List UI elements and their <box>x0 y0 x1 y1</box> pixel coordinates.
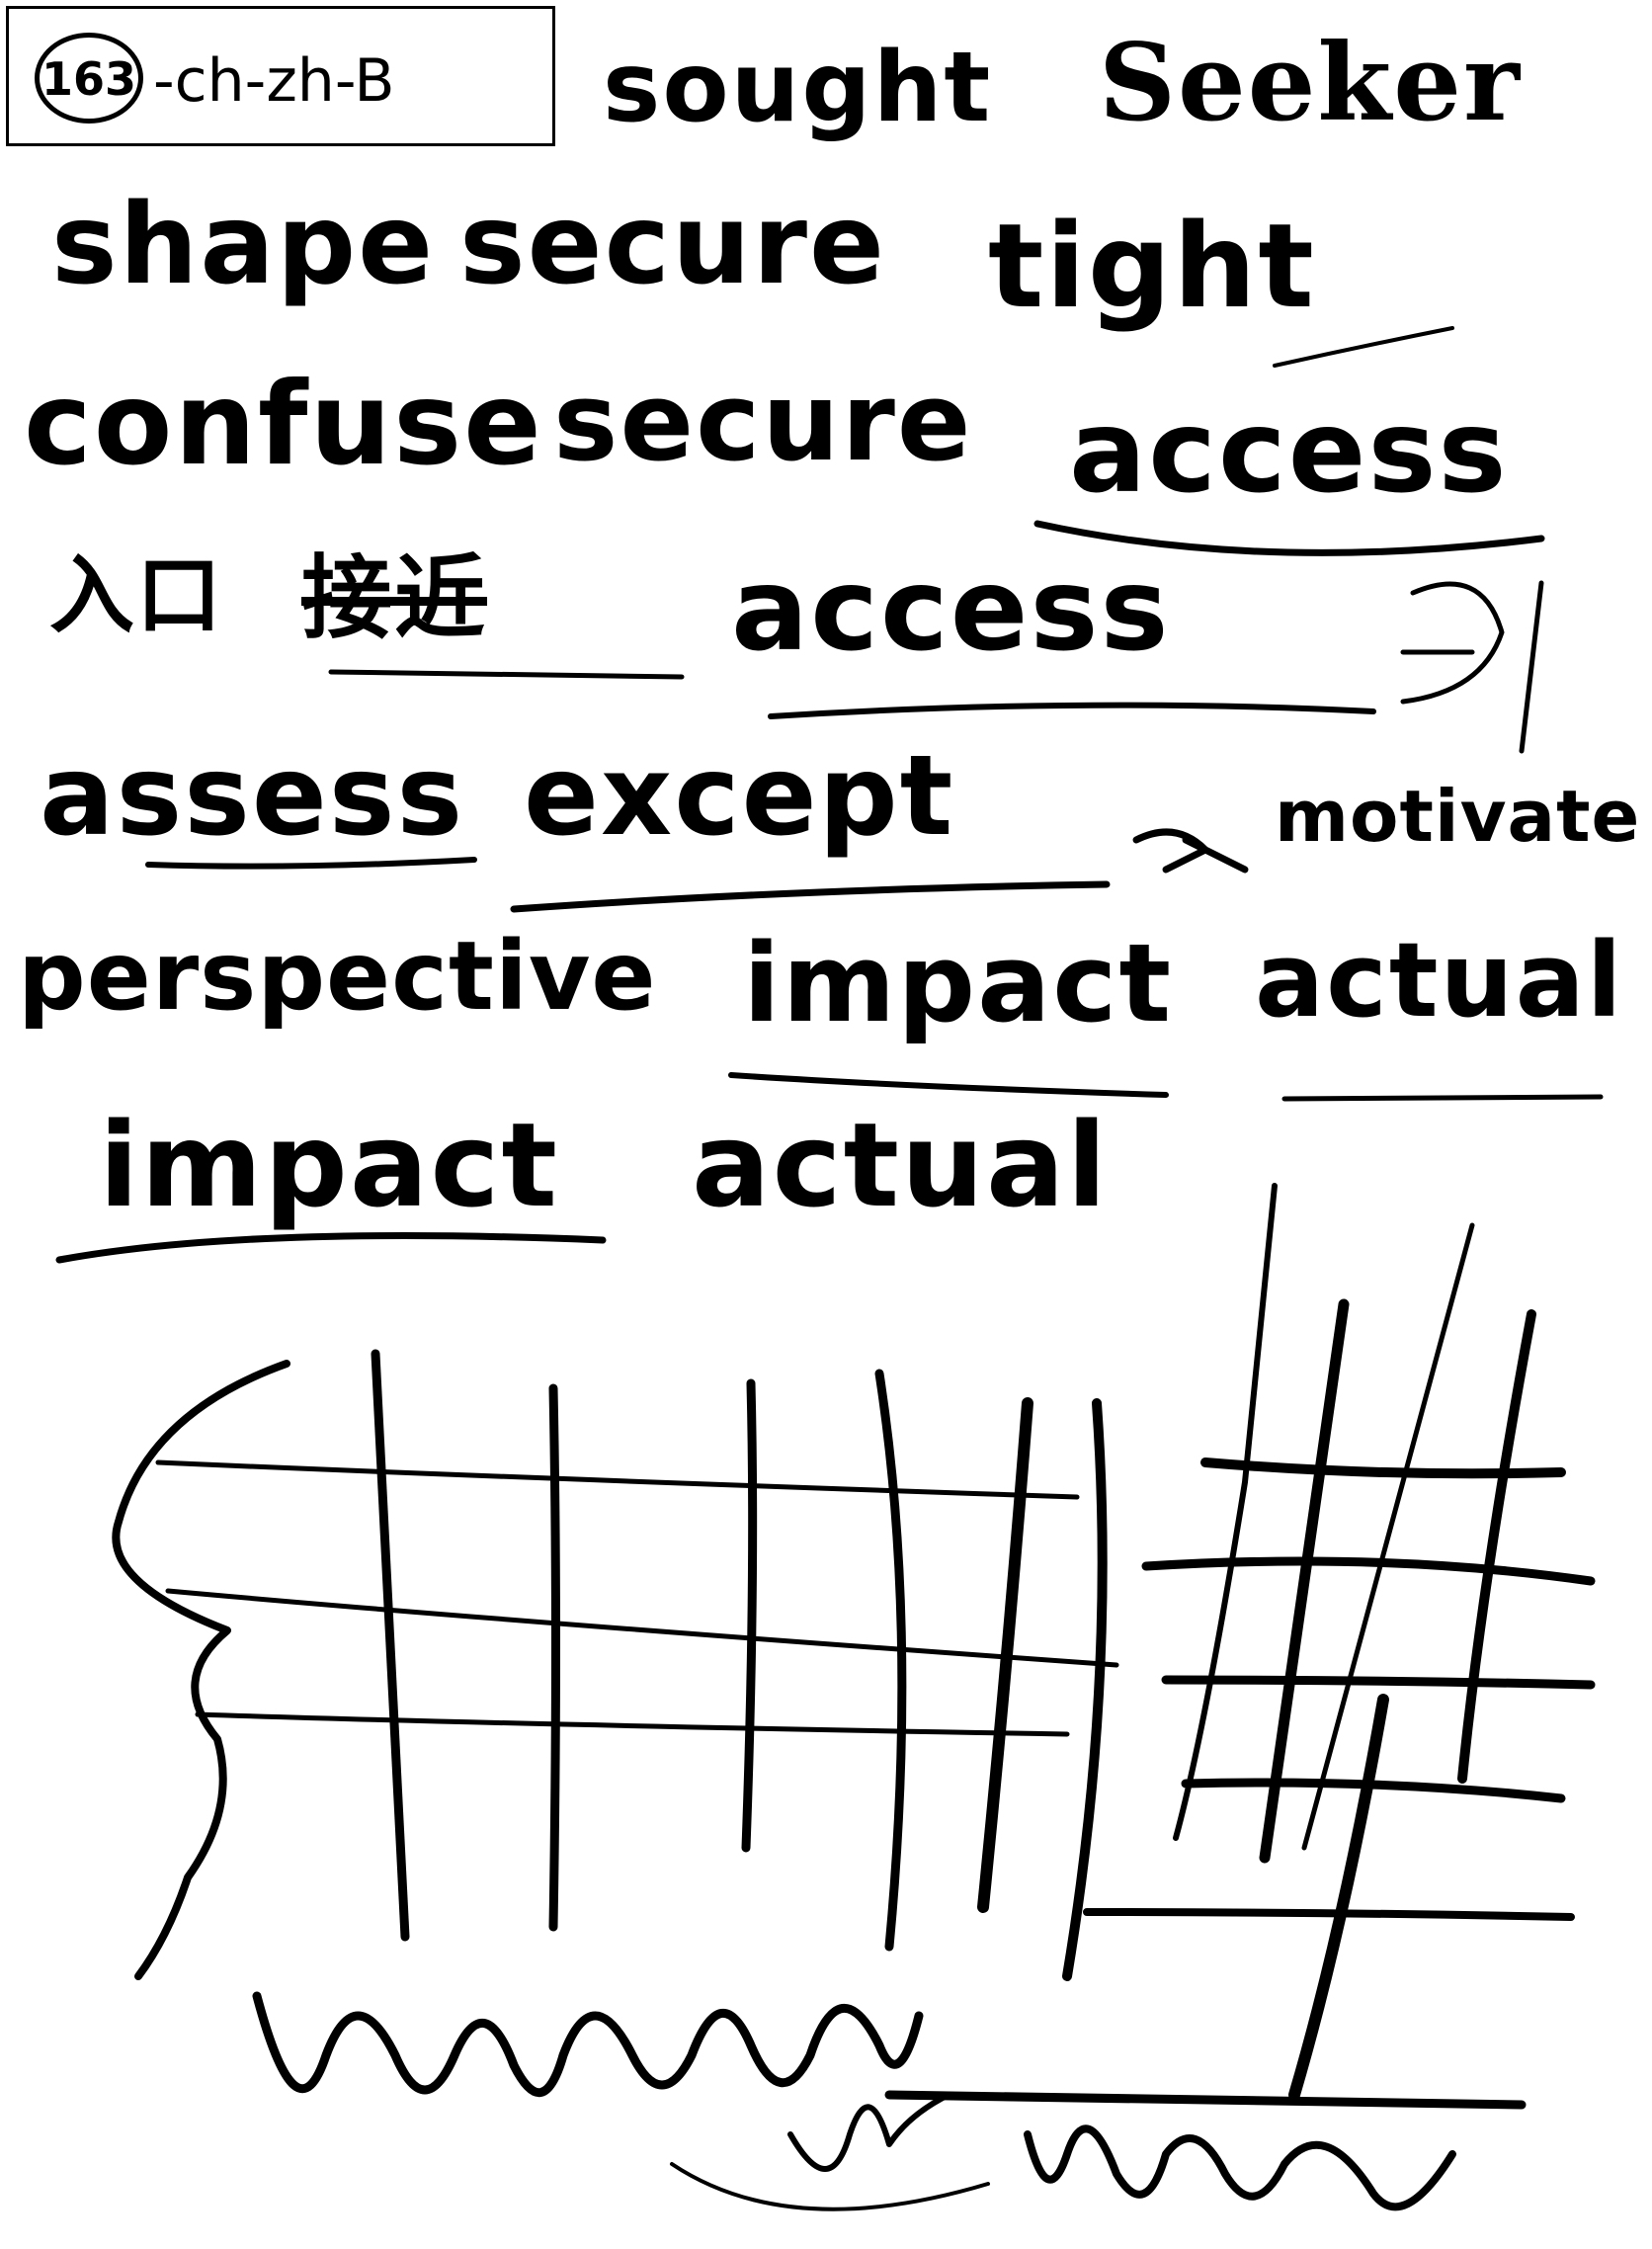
underline-jiejin <box>328 669 685 680</box>
grid-horizontal-4 <box>1181 1778 1566 1803</box>
word-jiejin: 接近 <box>301 545 488 651</box>
grid-horizontal-1 <box>1200 1458 1566 1479</box>
vertical-stroke-6 <box>1062 1398 1108 1981</box>
underline-impact-2 <box>55 1232 607 1264</box>
grid-vertical-4 <box>1457 1309 1536 1784</box>
underline-impact <box>728 1072 1169 1098</box>
word-except: except <box>524 732 955 861</box>
card-code: -ch-zh-B <box>153 46 395 116</box>
word-motivate: motivate <box>1275 775 1641 858</box>
grid-horizontal-3 <box>1161 1675 1596 1690</box>
underline-access <box>1033 520 1545 556</box>
squiggle-1 <box>252 1991 924 2098</box>
word-actual: actual <box>1255 920 1624 1041</box>
word-assess: assess <box>40 732 465 861</box>
grid-vertical-2 <box>1259 1298 1350 1864</box>
underline-except <box>510 880 1111 913</box>
horizontal-stroke-1 <box>155 1459 1080 1500</box>
card-number-circle: 163 <box>35 33 143 124</box>
word-impact-2: impact <box>99 1097 559 1233</box>
underline-assess <box>145 857 477 870</box>
squiggle-3 <box>1024 2124 1456 2211</box>
bracket-mark <box>1400 580 1544 754</box>
word-confuse: confuse <box>24 358 543 491</box>
word-shape: shape <box>51 181 436 309</box>
horizontal-stroke-2 <box>165 1588 1119 1668</box>
word-rukou: 入口 <box>49 546 223 645</box>
grid-vertical-1 <box>1173 1183 1278 1841</box>
horizontal-stroke-3 <box>195 1711 1070 1737</box>
grid-horizontal-2 <box>1141 1556 1596 1586</box>
underline-actual <box>1281 1094 1604 1102</box>
vertical-stroke-1 <box>371 1349 410 1942</box>
word-tight: tight <box>988 198 1316 334</box>
underline-tight <box>1273 326 1454 368</box>
arrow-line <box>884 2090 1527 2110</box>
bottom-curve <box>670 2162 990 2211</box>
card-label-box: 163 -ch-zh-B <box>6 6 555 146</box>
grid-vertical-3 <box>1301 1222 1475 1851</box>
vertical-stroke-2 <box>548 1383 560 1932</box>
vertical-stroke-4 <box>874 1369 907 1952</box>
squiggle-2 <box>787 2092 951 2172</box>
word-secure: secure <box>459 181 886 309</box>
char-mark <box>1132 828 1249 874</box>
grid-vertical-5 <box>1288 1694 1389 2101</box>
word-sought: sought <box>603 32 993 144</box>
word-access-2: access <box>731 543 1171 677</box>
word-impact: impact <box>743 920 1174 1046</box>
word-actual-2: actual <box>692 1097 1110 1233</box>
word-perspective: perspective <box>18 921 657 1032</box>
grid-horizontal-5 <box>1083 1908 1575 1921</box>
vertical-stroke-3 <box>741 1378 758 1853</box>
underline-access-2 <box>768 702 1376 719</box>
word-secure-2: secure <box>553 359 973 485</box>
wavy-edge <box>112 1360 290 1980</box>
word-seeker: Seeker <box>1099 21 1522 145</box>
word-access: access <box>1069 385 1509 519</box>
